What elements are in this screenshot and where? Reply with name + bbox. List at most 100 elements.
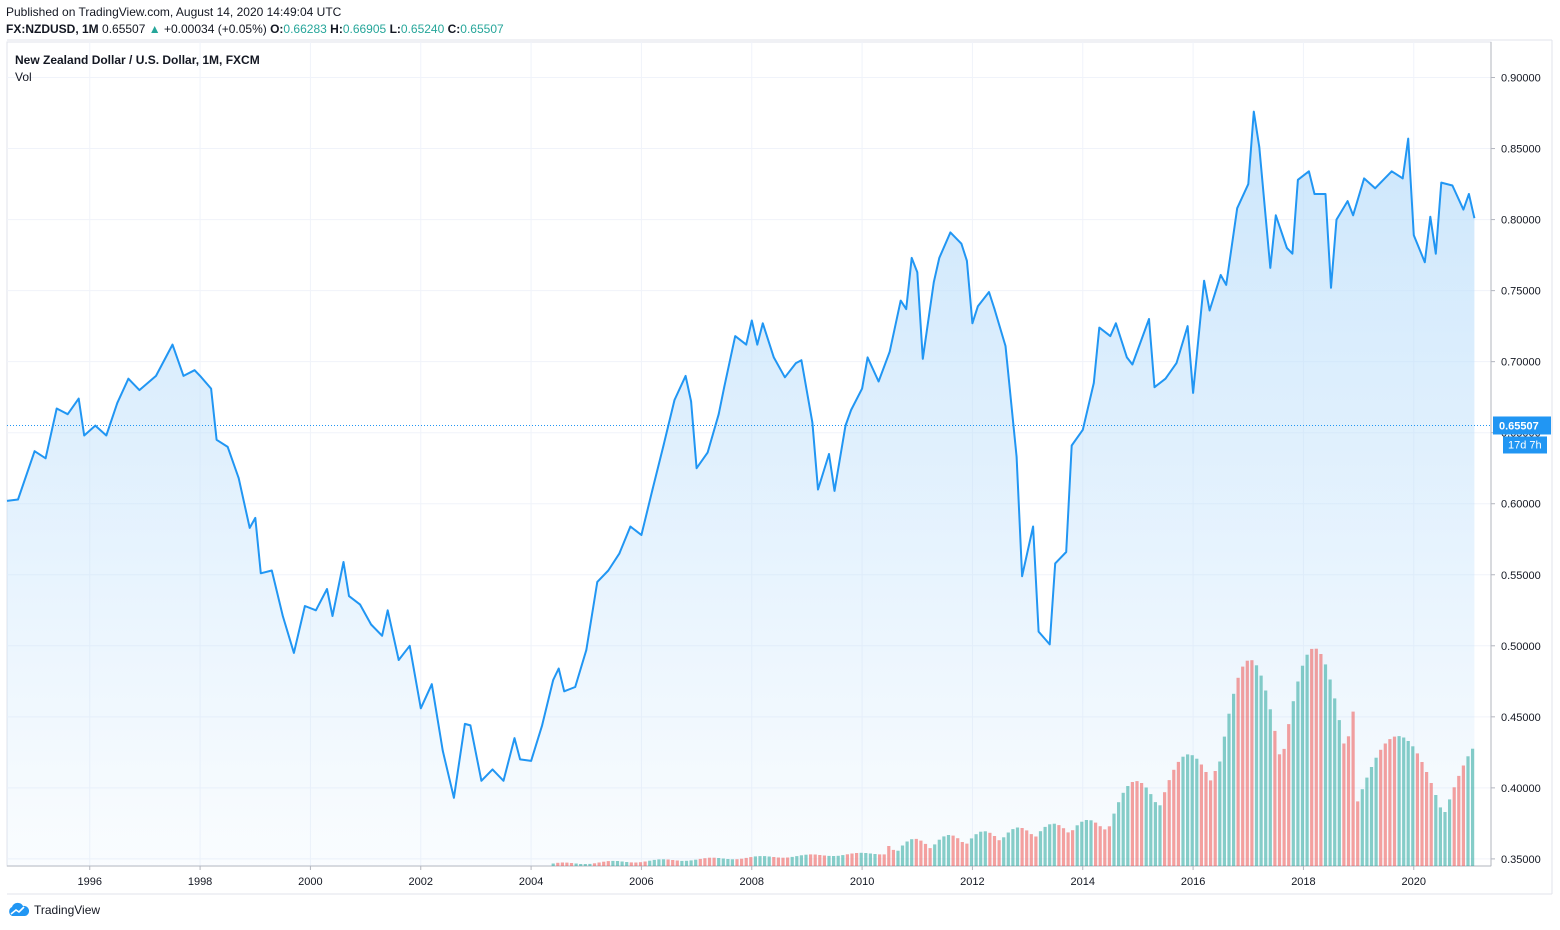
x-tick-label: 2006 bbox=[629, 876, 653, 888]
volume-bar bbox=[1195, 758, 1199, 866]
price-point bbox=[341, 560, 346, 565]
price-point bbox=[529, 758, 534, 763]
price-point bbox=[1080, 427, 1085, 432]
volume-bar bbox=[1140, 783, 1144, 866]
volume-bar bbox=[1471, 748, 1475, 866]
volume-bar bbox=[832, 856, 836, 866]
price-point bbox=[1064, 550, 1069, 555]
volume-bar bbox=[887, 846, 891, 866]
tradingview-brand[interactable]: TradingView bbox=[6, 902, 100, 918]
price-point bbox=[1472, 216, 1477, 221]
price-point bbox=[562, 689, 567, 694]
volume-bar bbox=[671, 860, 675, 866]
volume-bar bbox=[1365, 777, 1369, 866]
volume-bar bbox=[1186, 754, 1190, 866]
volume-bar bbox=[1213, 771, 1217, 866]
volume-bar bbox=[1084, 820, 1088, 866]
price-point bbox=[716, 412, 721, 417]
volume-bar bbox=[969, 838, 974, 866]
volume-bar bbox=[1232, 693, 1236, 866]
volume-bar bbox=[767, 856, 771, 866]
price-point bbox=[1124, 355, 1129, 360]
price-point bbox=[181, 373, 186, 378]
price-point bbox=[931, 280, 936, 285]
price-line bbox=[6, 110, 1476, 799]
volume-bar bbox=[1181, 756, 1185, 866]
volume-bar bbox=[864, 853, 868, 866]
price-point bbox=[595, 579, 600, 584]
volume-bar bbox=[1461, 765, 1465, 866]
price-point bbox=[1422, 260, 1427, 265]
price-point bbox=[959, 241, 964, 246]
volume-bar bbox=[850, 853, 854, 866]
x-tick-label: 1996 bbox=[78, 876, 102, 888]
last-price-tag bbox=[1493, 416, 1551, 435]
volume-bar bbox=[744, 857, 748, 866]
low-label: L: bbox=[389, 22, 401, 36]
volume-bar bbox=[634, 862, 638, 866]
price-point bbox=[396, 658, 401, 663]
price-point bbox=[793, 361, 798, 366]
volume-bar bbox=[1218, 761, 1222, 866]
price-point bbox=[810, 420, 815, 425]
volume-bar bbox=[1015, 827, 1020, 866]
price-point bbox=[82, 433, 87, 438]
price-point bbox=[771, 355, 776, 360]
volume-bar bbox=[643, 861, 647, 866]
volume-bar bbox=[1209, 780, 1213, 866]
open-value: 0.66283 bbox=[283, 22, 327, 36]
volume-bar bbox=[1383, 743, 1387, 866]
volume-bar bbox=[579, 864, 583, 866]
volume-bar bbox=[1222, 736, 1226, 866]
volume-bar bbox=[1379, 749, 1383, 866]
volume-bar bbox=[602, 861, 606, 866]
price-point bbox=[451, 795, 456, 800]
price-point bbox=[909, 255, 914, 260]
price-point bbox=[104, 433, 109, 438]
volume-bar bbox=[951, 835, 955, 866]
volume-bar bbox=[1319, 654, 1323, 866]
high-value: 0.66905 bbox=[342, 22, 387, 36]
price-point bbox=[1362, 176, 1367, 181]
volume-bar bbox=[804, 854, 808, 866]
volume-bar bbox=[565, 862, 569, 866]
low-value: 0.65240 bbox=[400, 22, 445, 36]
volume-bar bbox=[841, 855, 845, 866]
volume-bar bbox=[905, 841, 909, 866]
price-point bbox=[512, 736, 517, 741]
volume-bar bbox=[717, 858, 721, 866]
volume-bar bbox=[569, 863, 574, 866]
y-tick-label: 0.55000 bbox=[1501, 570, 1541, 582]
volume-bar bbox=[1089, 820, 1093, 866]
price-point bbox=[358, 602, 363, 607]
volume-bar bbox=[1314, 648, 1318, 866]
price-point bbox=[1202, 278, 1207, 283]
x-tick-label: 2018 bbox=[1291, 876, 1315, 888]
volume-bar bbox=[956, 838, 960, 866]
volume-bar bbox=[551, 863, 555, 866]
price-point bbox=[849, 408, 854, 413]
volume-bar bbox=[629, 862, 633, 866]
price-point bbox=[1031, 524, 1036, 529]
price-point bbox=[987, 290, 992, 295]
volume-bar bbox=[988, 832, 992, 866]
price-point bbox=[1091, 381, 1096, 386]
x-tick-label: 2008 bbox=[740, 876, 764, 888]
last-price-tag-text: 0.65507 bbox=[1499, 420, 1539, 432]
volume-bar bbox=[620, 861, 624, 866]
volume-bar bbox=[1149, 794, 1153, 866]
price-point bbox=[1411, 233, 1416, 238]
volume-bar bbox=[583, 864, 587, 866]
price-point bbox=[584, 648, 589, 653]
price-point bbox=[1290, 251, 1295, 256]
y-tick-label: 0.35000 bbox=[1501, 854, 1541, 866]
price-point bbox=[65, 412, 70, 417]
volume-bar bbox=[827, 855, 831, 866]
price-point bbox=[1312, 192, 1317, 197]
price-point bbox=[749, 318, 754, 323]
up-arrow-icon: ▲ bbox=[148, 22, 161, 36]
price-point bbox=[992, 307, 997, 312]
price-point bbox=[617, 551, 622, 556]
price-point bbox=[418, 706, 423, 711]
